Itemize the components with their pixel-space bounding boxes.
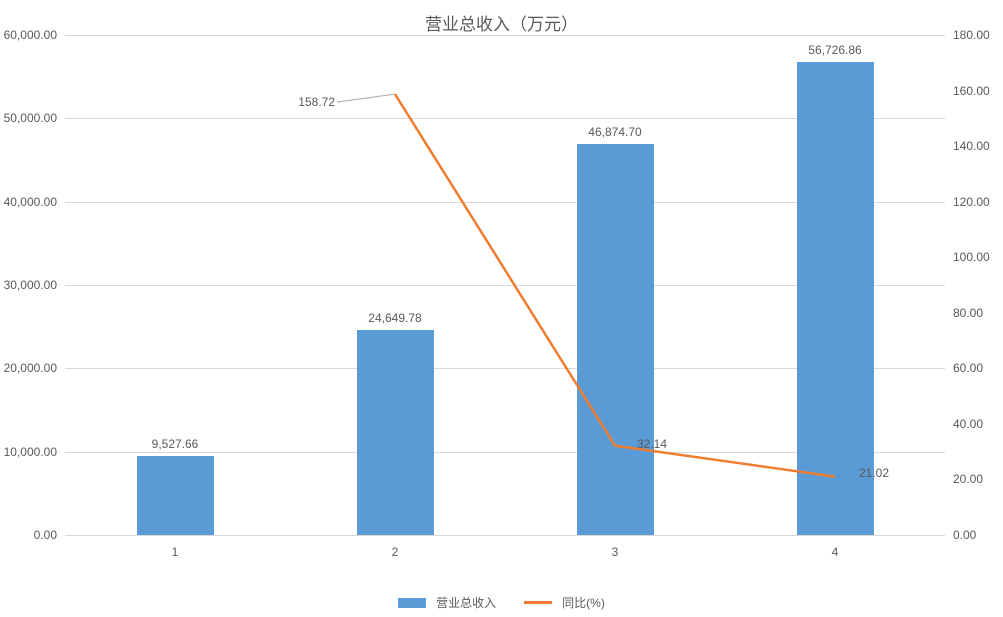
y1-tick-label: 20,000.00 [4, 361, 57, 375]
x-tick-label: 4 [832, 545, 839, 559]
bar-value-label: 56,726.86 [808, 43, 861, 57]
line-value-label: 158.72 [298, 95, 335, 109]
y2-tick-label: 120.00 [953, 195, 990, 209]
line-leader [337, 94, 395, 102]
y2-tick-label: 40.00 [953, 417, 983, 431]
x-tick-label: 3 [612, 545, 619, 559]
y2-tick-label: 60.00 [953, 361, 983, 375]
bar: 24,649.78 [357, 330, 434, 535]
y1-tick-label: 10,000.00 [4, 445, 57, 459]
y2-tick-label: 140.00 [953, 139, 990, 153]
line-value-label: 21.02 [859, 466, 889, 480]
legend-item-line: 同比(%) [524, 594, 605, 611]
legend-bar-swatch [398, 598, 426, 608]
x-tick-label: 2 [392, 545, 399, 559]
bar-value-label: 46,874.70 [588, 125, 641, 139]
line-value-label: 32.14 [637, 437, 667, 451]
gridline [65, 35, 945, 36]
bar-value-label: 9,527.66 [152, 437, 199, 451]
y1-tick-label: 0.00 [34, 528, 57, 542]
legend-line-label: 同比(%) [562, 594, 605, 611]
y2-tick-label: 80.00 [953, 306, 983, 320]
y2-tick-label: 180.00 [953, 28, 990, 42]
y1-tick-label: 50,000.00 [4, 111, 57, 125]
legend: 营业总收入 同比(%) [0, 594, 1003, 611]
bar: 56,726.86 [797, 62, 874, 535]
y2-tick-label: 0.00 [953, 528, 976, 542]
y1-tick-label: 60,000.00 [4, 28, 57, 42]
y1-tick-label: 40,000.00 [4, 195, 57, 209]
y2-tick-label: 100.00 [953, 250, 990, 264]
bar: 9,527.66 [137, 456, 214, 535]
bar: 46,874.70 [577, 144, 654, 535]
legend-bar-label: 营业总收入 [436, 594, 496, 611]
plot-area: 0.0010,000.0020,000.0030,000.0040,000.00… [65, 35, 945, 535]
y2-tick-label: 160.00 [953, 84, 990, 98]
legend-line-swatch [524, 601, 552, 604]
gridline [65, 535, 945, 536]
y2-tick-label: 20.00 [953, 472, 983, 486]
bar-value-label: 24,649.78 [368, 311, 421, 325]
y1-tick-label: 30,000.00 [4, 278, 57, 292]
x-tick-label: 1 [172, 545, 179, 559]
legend-item-bar: 营业总收入 [398, 594, 496, 611]
chart-title: 营业总收入（万元） [0, 10, 1003, 35]
